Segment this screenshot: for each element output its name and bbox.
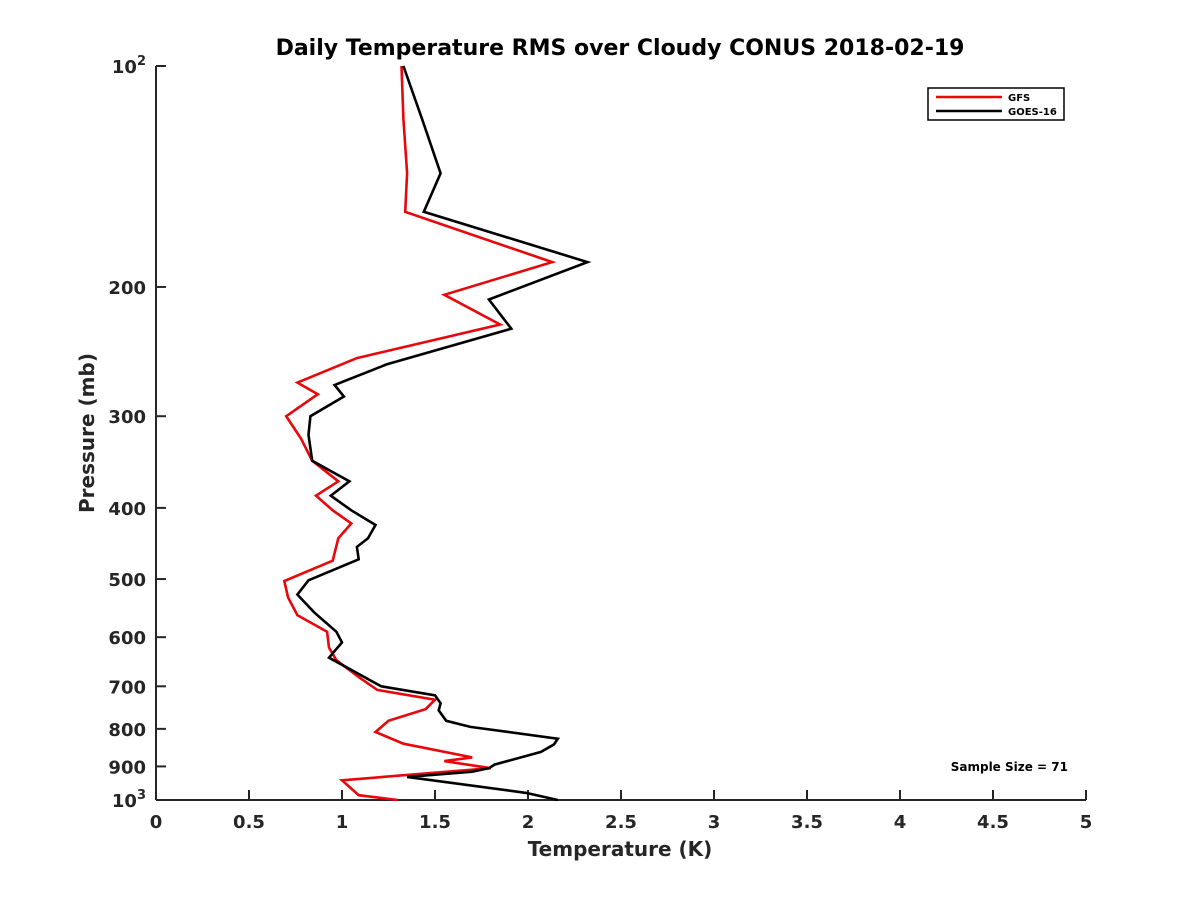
x-axis-label: Temperature (K) — [528, 837, 713, 861]
series-line-gfs — [282, 65, 557, 802]
y-tick-label: 800 — [108, 720, 146, 741]
x-tick-label: 3 — [708, 812, 721, 833]
y-tick-label: 400 — [108, 499, 146, 520]
y-tick-label: 300 — [108, 407, 146, 428]
legend-label-goes16: GOES-16 — [1008, 107, 1057, 118]
series-line-goes16 — [295, 65, 592, 802]
x-tick-label: 1 — [336, 812, 349, 833]
x-tick-label: 4 — [894, 812, 907, 833]
x-tick-label: 2 — [522, 812, 535, 833]
x-tick-label: 1.5 — [419, 812, 451, 833]
y-tick-label-base: 10 — [112, 57, 137, 78]
y-tick-label: 500 — [108, 570, 146, 591]
y-tick-label: 200 — [108, 278, 146, 299]
sample-size-annotation: Sample Size = 71 — [951, 760, 1068, 774]
x-tick-label: 5 — [1080, 812, 1093, 833]
chart-title: Daily Temperature RMS over Cloudy CONUS … — [276, 36, 965, 61]
y-tick-label: 102 — [112, 54, 146, 78]
y-tick-label: 700 — [108, 677, 146, 698]
legend: GFS GOES-16 — [927, 87, 1065, 121]
x-tick-label: 2.5 — [605, 812, 637, 833]
x-tick-label: 0.5 — [233, 812, 265, 833]
x-tick-label: 0 — [150, 812, 163, 833]
y-tick-label: 600 — [108, 628, 146, 649]
legend-label-gfs: GFS — [1008, 93, 1030, 104]
y-tick-label-exponent: 3 — [137, 788, 146, 803]
x-tick-label: 3.5 — [791, 812, 823, 833]
y-tick-label: 900 — [108, 757, 146, 778]
y-tick-label-exponent: 2 — [137, 54, 146, 69]
x-tick-label: 4.5 — [977, 812, 1009, 833]
plot-area: 0 0.5 1 1.5 2 2.5 3 3.5 4 4.5 51022003004005006007… — [108, 54, 1092, 833]
y-axis-label: Pressure (mb) — [75, 353, 99, 513]
legend-box — [927, 87, 1065, 121]
y-tick-label-base: 10 — [112, 791, 137, 812]
y-tick-label: 103 — [112, 788, 146, 812]
